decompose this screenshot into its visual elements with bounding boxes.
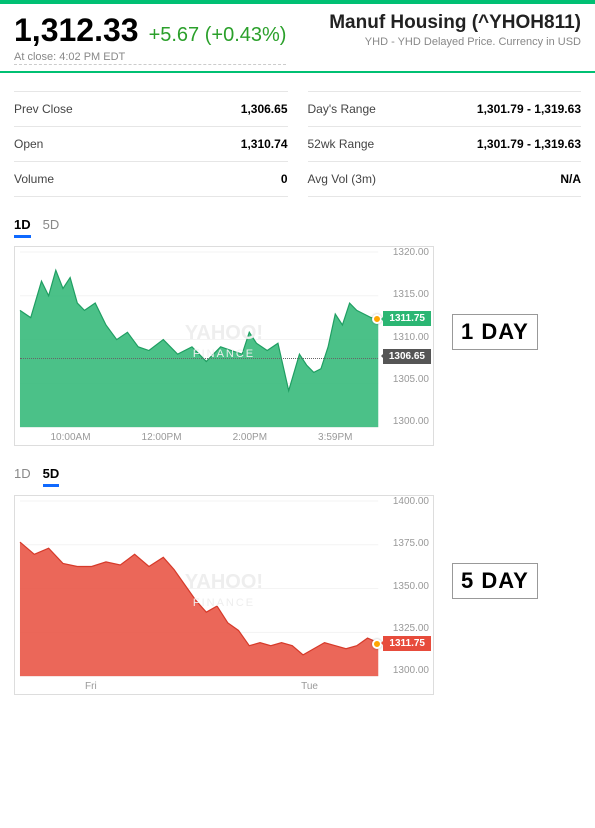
instrument-subtitle: YHD - YHD Delayed Price. Currency in USD xyxy=(329,36,581,48)
chart-2-current-callout: 1311.75 xyxy=(383,636,431,651)
stat-row: Open1,310.74 xyxy=(14,127,288,162)
chart-1-prevclose-line xyxy=(20,358,378,359)
chart-1: 1D 5D YAHOO!FINANCE 1320.00 1315.00 1310… xyxy=(14,217,434,446)
instrument-title: Manuf Housing (^YHOH811) xyxy=(329,12,581,34)
chart-2: 1D 5D YAHOO!FINANCE 1400.00 1375.00 1350… xyxy=(14,466,434,695)
stats-panel: Prev Close1,306.65 Open1,310.74 Volume0 … xyxy=(0,73,595,197)
stat-row: Prev Close1,306.65 xyxy=(14,91,288,127)
tab-1d[interactable]: 1D xyxy=(14,217,31,238)
chart-1-tabs: 1D 5D xyxy=(14,217,434,238)
chart-1-surface[interactable]: YAHOO!FINANCE 1320.00 1315.00 1310.00 13… xyxy=(14,246,434,446)
chart-2-badge: 5 DAY xyxy=(452,563,538,599)
title-block: Manuf Housing (^YHOH811) YHD - YHD Delay… xyxy=(329,12,581,48)
price-block: 1,312.33 +5.67 (+0.43%) At close: 4:02 P… xyxy=(14,12,286,65)
stat-row: 52wk Range1,301.79 - 1,319.63 xyxy=(308,127,582,162)
chart-1-outer: 1D 5D YAHOO!FINANCE 1320.00 1315.00 1310… xyxy=(0,197,595,446)
stat-row: Volume0 xyxy=(14,162,288,197)
price-change: +5.67 (+0.43%) xyxy=(149,24,287,47)
chart-2-tabs: 1D 5D xyxy=(14,466,434,487)
chart-2-surface[interactable]: YAHOO!FINANCE 1400.00 1375.00 1350.00 13… xyxy=(14,495,434,695)
tab-5d[interactable]: 5D xyxy=(43,466,60,487)
price-line: 1,312.33 +5.67 (+0.43%) xyxy=(14,12,286,49)
tab-5d[interactable]: 5D xyxy=(43,217,60,238)
tab-1d[interactable]: 1D xyxy=(14,466,31,487)
chart-1-svg xyxy=(15,247,433,445)
chart-1-prevclose-callout: 1306.65 xyxy=(383,349,431,364)
stats-col-left: Prev Close1,306.65 Open1,310.74 Volume0 xyxy=(14,91,288,197)
stats-col-right: Day's Range1,301.79 - 1,319.63 52wk Rang… xyxy=(308,91,582,197)
quote-header: 1,312.33 +5.67 (+0.43%) At close: 4:02 P… xyxy=(0,4,595,69)
chart-2-outer: 1D 5D YAHOO!FINANCE 1400.00 1375.00 1350… xyxy=(0,446,595,695)
close-timestamp: At close: 4:02 PM EDT xyxy=(14,51,286,65)
chart-1-badge: 1 DAY xyxy=(452,314,538,350)
chart-2-svg xyxy=(15,496,433,694)
chart-1-current-callout: 1311.75 xyxy=(383,311,431,326)
stat-row: Avg Vol (3m)N/A xyxy=(308,162,582,197)
last-price: 1,312.33 xyxy=(14,12,139,49)
stat-row: Day's Range1,301.79 - 1,319.63 xyxy=(308,91,582,127)
